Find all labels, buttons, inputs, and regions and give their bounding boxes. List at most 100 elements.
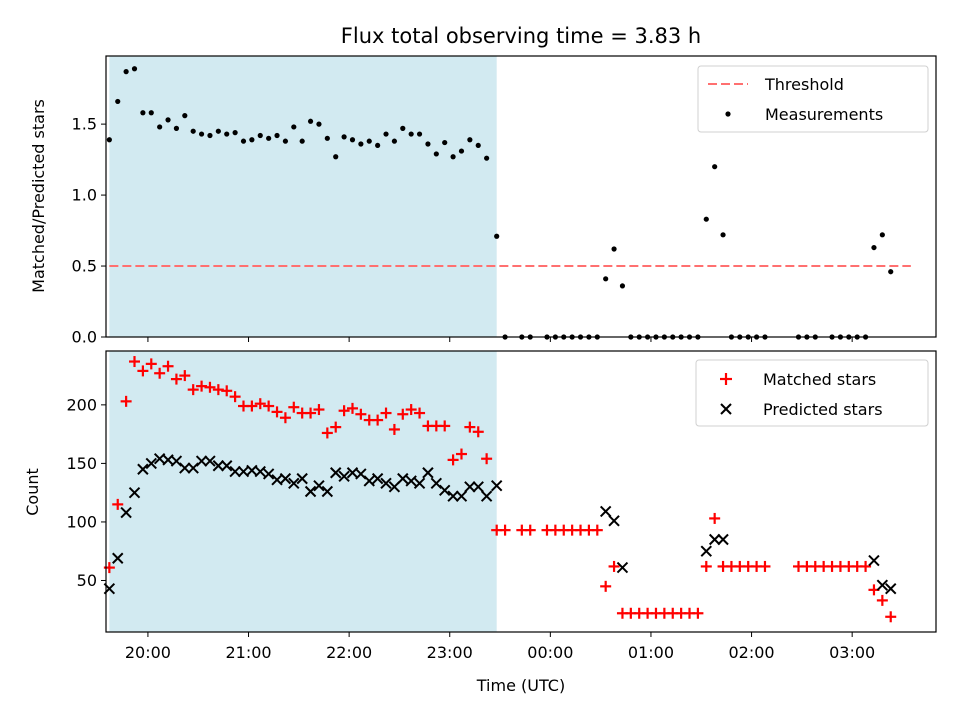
- matched-star-point: [229, 391, 241, 403]
- predicted-star-point: [195, 455, 208, 467]
- measurement-point: [257, 132, 263, 139]
- predicted-star-point: [262, 468, 275, 480]
- predicted-star-point: [868, 554, 880, 567]
- measurement-point: [416, 131, 423, 137]
- measurement-point: [173, 125, 180, 131]
- predicted-star-point: [304, 485, 317, 498]
- predicted-star-point: [885, 582, 897, 595]
- legend-predicted-label: Predicted stars: [763, 400, 883, 419]
- matched-star-point: [346, 402, 358, 414]
- matched-star-point: [305, 407, 317, 419]
- matched-star-point: [120, 395, 132, 407]
- measurement-point: [425, 141, 431, 147]
- measurement-point: [224, 131, 230, 137]
- count-legend: Matched stars Predicted stars: [695, 359, 929, 427]
- measurement-point: [190, 128, 196, 134]
- y-tick-label: 150: [66, 454, 97, 473]
- predicted-star-point: [321, 485, 334, 498]
- measurement-point: [207, 132, 213, 139]
- measurement-point: [494, 233, 500, 239]
- predicted-star-point: [700, 545, 712, 557]
- matched-star-point: [338, 405, 350, 417]
- predicted-star-point: [137, 463, 149, 475]
- x-tick-label: 21:00: [225, 643, 271, 662]
- measurement-point: [703, 216, 709, 222]
- predicted-star-point: [371, 472, 384, 485]
- matched-star-point: [709, 512, 721, 524]
- predicted-star-point: [599, 505, 612, 518]
- predicted-star-point: [296, 472, 308, 485]
- matched-star-point: [321, 427, 333, 439]
- matched-star-point: [279, 412, 291, 424]
- measurement-point: [291, 124, 297, 130]
- predicted-star-point: [338, 470, 350, 482]
- matched-star-point: [145, 358, 157, 370]
- measurement-point: [383, 131, 389, 137]
- predicted-star-point: [616, 561, 629, 574]
- predicted-star-point: [472, 481, 484, 493]
- predicted-star-point: [279, 472, 292, 485]
- measurement-point: [307, 118, 314, 124]
- measurement-point: [333, 154, 339, 160]
- y-tick-label: 0.0: [72, 328, 97, 347]
- measurement-point: [316, 121, 322, 127]
- matched-star-point: [700, 560, 712, 572]
- matched-star-point: [313, 404, 325, 416]
- measurement-point: [131, 66, 138, 72]
- x-tick-label: 23:00: [427, 643, 473, 662]
- measurement-point: [232, 130, 238, 136]
- matched-star-point: [405, 404, 417, 416]
- matched-star-point: [692, 607, 704, 619]
- matched-star-point: [380, 407, 392, 419]
- predicted-star-point: [221, 460, 233, 472]
- measurement-point: [349, 137, 356, 143]
- matched-star-point: [170, 373, 182, 385]
- ratio-panel: 0.0 0.5 1.0 1.5 Matched/Predicted stars Thr…: [29, 55, 937, 347]
- measurement-point: [123, 69, 129, 75]
- matched-star-point: [154, 367, 166, 379]
- predicted-star-point: [455, 490, 468, 502]
- legend-matched-swatch: [720, 373, 732, 385]
- predicted-star-point: [717, 533, 729, 546]
- matched-star-point: [162, 360, 174, 372]
- predicted-star-point: [438, 484, 451, 497]
- measurement-point: [720, 232, 726, 238]
- measurement-point: [375, 142, 381, 149]
- predicted-star-point: [608, 515, 620, 527]
- matched-star-point: [524, 524, 536, 536]
- measurement-point: [400, 125, 406, 131]
- predicted-star-point: [380, 477, 392, 490]
- matched-star-point: [254, 398, 266, 410]
- ratio-highlight-span: [109, 56, 497, 337]
- predicted-star-point: [288, 477, 300, 490]
- x-tick-label: 02:00: [729, 643, 775, 662]
- measurement-point: [282, 138, 289, 144]
- matched-star-point: [212, 384, 224, 396]
- matched-star-point: [246, 400, 258, 412]
- matched-star-point: [608, 560, 620, 572]
- measurement-point: [391, 138, 398, 144]
- measurement-point: [115, 98, 121, 105]
- matched-star-point: [372, 414, 384, 426]
- measurement-point: [140, 110, 146, 116]
- matched-star-point: [330, 421, 342, 433]
- matched-star-point: [179, 370, 191, 382]
- measurement-point: [484, 155, 490, 161]
- predicted-star-point: [145, 457, 157, 470]
- matched-star-point: [187, 384, 199, 396]
- matched-star-point: [196, 380, 208, 392]
- ratio-x-ticks: [147, 337, 853, 342]
- predicted-star-point: [708, 533, 721, 546]
- matched-star-point: [759, 560, 771, 572]
- predicted-star-point: [480, 490, 493, 502]
- measurement-point: [106, 137, 112, 143]
- predicted-star-point: [490, 479, 503, 492]
- x-tick-label: 20:00: [125, 643, 171, 662]
- matched-star-point: [600, 580, 612, 592]
- x-tick-label: 01:00: [628, 643, 674, 662]
- x-tick-label: 22:00: [326, 643, 372, 662]
- matched-star-point: [481, 453, 493, 465]
- matched-star-point: [860, 560, 872, 572]
- legend-threshold-label: Threshold: [764, 75, 844, 94]
- legend-matched-label: Matched stars: [763, 370, 876, 389]
